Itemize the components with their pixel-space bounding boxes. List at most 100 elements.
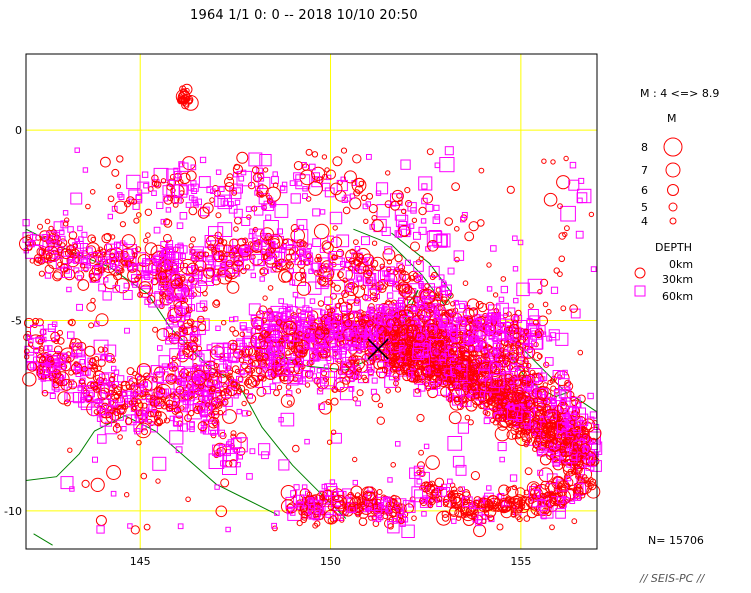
quake-shallow [531,493,538,499]
quake-shallow [515,340,521,347]
quake-deep [401,524,415,538]
quake-shallow [458,347,466,355]
quake-shallow [339,517,345,523]
quake-shallow [557,482,563,489]
quake-shallow [146,418,153,425]
quake-shallow [348,503,356,510]
quake-deep [367,279,377,289]
quake-deep [493,318,507,332]
quake-shallow [92,251,98,257]
quake-deep [219,355,226,362]
quake-shallow [126,367,135,376]
quake-deep [180,253,186,260]
quake-shallow [259,340,269,350]
quake-shallow [417,374,426,383]
quake-deep [288,268,295,274]
quake-deep [300,310,312,323]
quake-shallow [372,503,378,510]
quake-deep [304,343,310,350]
quake-shallow [333,284,341,292]
quake-shallow [473,363,479,370]
quake-shallow [230,381,238,388]
quake-shallow [429,360,436,367]
quake-deep [325,512,331,518]
quake-deep [483,417,491,425]
quake-shallow [414,332,426,343]
quake-shallow [498,355,511,368]
quake-shallow [552,413,559,419]
quake-shallow [509,350,515,356]
quake-deep [438,487,448,497]
quake-shallow [433,364,440,370]
quake-shallow [66,356,72,363]
quake-deep [287,374,299,386]
quake-shallow [79,263,86,269]
quake-shallow [299,488,311,499]
quake-deep [287,239,294,245]
quake-deep [354,246,361,252]
quake-shallow [88,358,97,367]
quake-shallow [371,240,378,246]
quake-shallow [544,431,552,439]
quake-shallow [356,367,362,373]
quake-shallow [225,384,238,397]
quake-deep [569,498,576,504]
quake-shallow [390,354,397,361]
quake-shallow [441,514,450,522]
quake-deep [235,247,241,254]
quake-deep [311,176,323,188]
quake-shallow [135,246,142,253]
quake-deep [365,310,372,317]
quake-deep [239,322,247,330]
quake-deep [44,361,51,368]
quake-shallow [539,492,546,499]
quake-shallow [431,271,438,279]
quake-deep [349,324,359,333]
quake-shallow [339,499,345,506]
quake-shallow [234,368,241,375]
quake-shallow [247,358,254,365]
quake-deep [46,231,58,243]
quake-shallow [490,417,496,424]
quake-deep [558,378,570,390]
quake-shallow [131,397,138,405]
quake-shallow [571,399,578,406]
quake-deep [462,496,473,508]
quake-deep [232,267,238,274]
quake-deep [190,183,199,192]
quake-deep [268,329,275,336]
quake-deep [80,367,89,377]
quake-shallow [528,303,534,309]
quake-deep [268,312,283,326]
quake-shallow [317,300,325,307]
quake-shallow [114,422,121,429]
quake-shallow [370,256,385,271]
quake-shallow [255,367,263,375]
quake-deep [243,335,256,349]
quake-deep [217,222,233,237]
quake-deep [556,431,563,439]
quake-deep [66,286,72,293]
quake-deep [270,334,276,341]
quake-shallow [402,274,412,284]
quake-shallow [471,513,479,521]
quake-shallow [304,382,311,388]
quake-shallow [225,259,234,268]
quake-deep [123,282,130,289]
quake-deep [379,307,385,313]
quake-shallow [232,330,240,337]
quake-deep [421,298,433,309]
quake-shallow [497,376,503,382]
quake-shallow [540,440,547,446]
quake-shallow [393,376,400,382]
quake-shallow [385,501,391,508]
quake-shallow [244,264,251,270]
quake-deep [208,259,215,266]
quake-shallow [35,318,44,327]
quake-deep [531,335,537,342]
quake-shallow [338,340,345,346]
quake-deep [114,267,121,273]
quake-shallow [226,375,232,381]
quake-shallow [368,515,374,521]
quake-shallow [431,342,438,349]
